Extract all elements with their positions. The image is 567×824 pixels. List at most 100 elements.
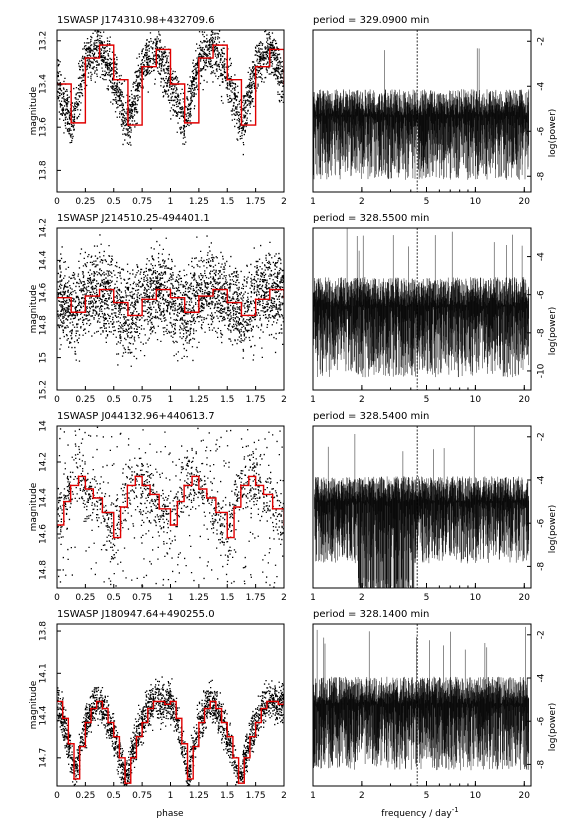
y-tick-label: -4: [537, 252, 547, 261]
binned-point: [240, 314, 243, 317]
plot-frame: [56, 623, 285, 787]
x-tick-label: 1: [168, 791, 174, 801]
binned-point: [215, 707, 217, 710]
x-tick-label: 0.75: [132, 593, 152, 603]
x-tick-label: 0.25: [75, 395, 95, 405]
binned-point: [254, 484, 257, 487]
panel-6-title: period = 328.5400 min: [313, 411, 429, 422]
x-tick-label: 1.75: [246, 593, 266, 603]
y-tick-label: 13.6: [39, 117, 49, 137]
x-tick-label: 20: [519, 593, 531, 603]
binned-point: [268, 48, 271, 51]
scatter-points: [57, 676, 284, 786]
binned-point: [205, 497, 208, 499]
y-tick-label: 15: [39, 352, 49, 363]
x-tick-label: 0: [54, 395, 60, 405]
y-tick-label: 15.2: [39, 380, 49, 400]
x-tick-label: 0.75: [132, 197, 152, 207]
y-axis-label: magnitude: [29, 86, 39, 135]
x-tick-label: 10: [470, 395, 482, 405]
binned-point: [84, 57, 87, 59]
x-tick-label: 2: [359, 791, 365, 801]
y-tick-label: -2: [537, 432, 547, 441]
binned-point: [268, 288, 271, 291]
x-tick-label: 1: [310, 395, 316, 405]
x-tick-label: 1: [310, 593, 316, 603]
phase-plot-3: 0 0.25 0.5 0.75 1 1.25 1.5 1.75 2 14 14.2 14.4 14.6 1…: [29, 420, 287, 603]
x-tick-label: 2: [359, 593, 365, 603]
x-tick-label: 1.25: [189, 791, 209, 801]
power-spectrum: [313, 48, 530, 180]
periodogram-1: 1 2 5 10 20 -2 -4 -6 -8 log(power): [310, 29, 558, 207]
binned-point: [180, 742, 183, 745]
y-axis-label: magnitude: [29, 284, 39, 333]
binned-point: [98, 288, 101, 291]
x-tick-label: 0.5: [107, 593, 121, 603]
y-axis-label: log(power): [548, 307, 558, 356]
scatter-point-cloud: [57, 426, 284, 588]
x-tick-label: 1.75: [246, 395, 266, 405]
binned-point: [254, 298, 257, 301]
binned-point: [254, 65, 257, 68]
y-tick-label: 14.8: [39, 560, 49, 580]
x-tick-label: 5: [424, 395, 430, 405]
plot-frame: [312, 29, 532, 193]
binned-point: [226, 301, 229, 304]
binned-point: [197, 488, 200, 490]
binned-point: [262, 493, 265, 496]
x-tick-label: 0.25: [75, 593, 95, 603]
binned-point: [266, 700, 268, 703]
binned-point: [175, 717, 178, 720]
binned-point: [254, 721, 257, 724]
binned-point: [191, 475, 193, 478]
binned-point: [192, 745, 195, 748]
y-tick-label: -2: [537, 37, 547, 46]
binned-point: [197, 57, 200, 59]
x-tick-label: 1.5: [220, 593, 234, 603]
x-tick-label: 0: [54, 197, 60, 207]
x-tick-label: 0.25: [75, 791, 95, 801]
y-tick-label: -6: [537, 716, 547, 725]
x-tick-label: 5: [424, 791, 430, 801]
x-axis-title-phase: phase: [156, 809, 184, 819]
binned-point: [158, 700, 161, 703]
scatter-point-cloud: [57, 30, 284, 156]
y-tick-label: 14: [39, 420, 49, 432]
binned-point: [271, 507, 274, 510]
y-tick-label: 14.4: [39, 250, 49, 270]
binned-point: [212, 44, 214, 47]
y-tick-label: -8: [537, 171, 547, 180]
binned-point: [141, 65, 144, 68]
x-tick-label: 0.75: [132, 395, 152, 405]
x-tick-label: 1: [310, 791, 316, 801]
binned-point: [118, 756, 121, 759]
binned-point: [212, 288, 214, 291]
binned-point: [158, 507, 161, 510]
x-tick-label: 1.5: [220, 197, 234, 207]
binned-point: [197, 721, 200, 724]
binned-point: [73, 778, 75, 780]
binned-point: [186, 778, 189, 780]
x-tick-label: 2: [281, 593, 287, 603]
binned-point: [239, 484, 242, 487]
y-axis-label: log(power): [548, 505, 558, 554]
x-tick-label: 2: [359, 197, 365, 207]
binned-point: [226, 735, 229, 738]
binned-point: [61, 717, 64, 720]
y-tick-label: -10: [537, 363, 547, 378]
binned-point: [112, 301, 115, 304]
binned-point: [126, 484, 129, 487]
x-tick-label: 0: [54, 791, 60, 801]
binned-point: [69, 484, 72, 487]
y-tick-label: 14.8: [39, 315, 49, 335]
binned-point: [77, 475, 80, 478]
binned-point: [112, 735, 115, 738]
plot-frame: [312, 425, 532, 589]
binned-point: [220, 721, 223, 724]
x-tick-label: 20: [519, 395, 531, 405]
binned-point: [169, 524, 172, 526]
binned-point: [226, 536, 229, 539]
binned-point: [129, 756, 132, 759]
y-axis-label: magnitude: [29, 482, 39, 531]
